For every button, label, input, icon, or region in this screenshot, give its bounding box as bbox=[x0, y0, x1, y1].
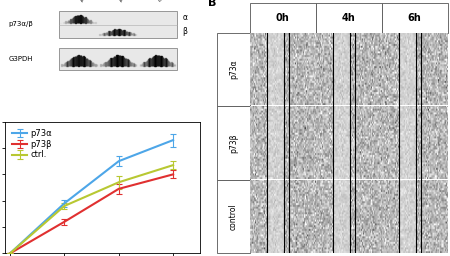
Bar bbox=[382, 3, 448, 33]
Bar bbox=[217, 106, 250, 180]
Legend: p73α, p73β, ctrl.: p73α, p73β, ctrl. bbox=[9, 126, 55, 163]
Bar bbox=[217, 33, 250, 106]
Text: B: B bbox=[208, 0, 216, 7]
Text: 4h: 4h bbox=[342, 13, 356, 23]
Text: ctrl: ctrl bbox=[157, 0, 168, 3]
Bar bbox=[59, 48, 177, 70]
Text: control: control bbox=[229, 203, 238, 230]
Text: p73α: p73α bbox=[79, 0, 94, 3]
Text: G3PDH: G3PDH bbox=[9, 56, 33, 62]
Text: p73β: p73β bbox=[118, 0, 134, 3]
Text: α: α bbox=[183, 13, 188, 22]
Bar bbox=[59, 11, 177, 38]
Bar bbox=[315, 3, 382, 33]
Text: p73β: p73β bbox=[229, 133, 238, 153]
Text: p73α: p73α bbox=[229, 60, 238, 79]
Text: p73α/β: p73α/β bbox=[9, 22, 33, 27]
Text: 0h: 0h bbox=[276, 13, 289, 23]
Text: β: β bbox=[183, 27, 188, 36]
Bar bbox=[217, 180, 250, 253]
Text: 6h: 6h bbox=[408, 13, 422, 23]
Bar bbox=[250, 3, 315, 33]
